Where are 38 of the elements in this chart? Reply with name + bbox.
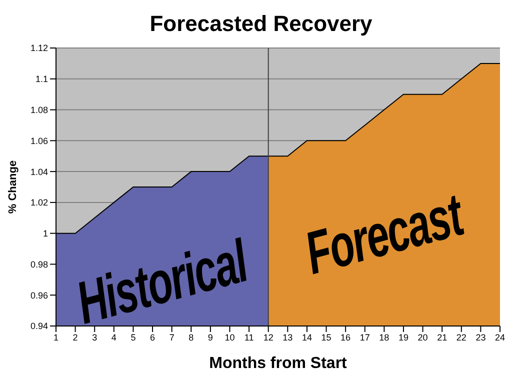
x-tick-label: 15	[321, 332, 332, 342]
y-tick-label: 1	[42, 228, 48, 239]
y-tick-label: 1.08	[30, 104, 48, 115]
x-tick-label: 8	[188, 332, 194, 342]
y-axis-title: % Change	[6, 160, 19, 214]
x-tick-label: 14	[302, 332, 312, 342]
y-tick-label: 1.06	[30, 136, 48, 146]
x-tick-label: 10	[224, 332, 235, 342]
x-tick-label: 24	[494, 332, 506, 342]
series-label: Forecast	[298, 182, 470, 288]
y-tick-label: 1.04	[30, 166, 48, 177]
x-tick-label: 9	[208, 332, 213, 342]
x-tick-label: 1	[53, 332, 59, 342]
x-tick-label: 19	[398, 332, 408, 342]
x-tick-label: 18	[379, 332, 390, 342]
x-tick-label: 16	[340, 332, 351, 342]
x-tick-label: 21	[437, 332, 448, 342]
x-tick-label: 12	[263, 332, 274, 342]
x-tick-label: 17	[360, 332, 370, 342]
y-tick-label: 0.96	[30, 290, 48, 300]
x-tick-label: 23	[476, 332, 486, 342]
x-tick-label: 3	[92, 332, 98, 342]
x-tick-label: 22	[456, 332, 466, 342]
x-tick-label: 4	[111, 332, 116, 342]
x-tick-label: 7	[169, 332, 174, 342]
y-tick-label: 0.98	[30, 259, 48, 270]
x-axis-title: Months from Start	[209, 355, 348, 372]
x-tick-label: 11	[244, 332, 254, 342]
y-tick-label: 0.94	[30, 321, 48, 332]
x-tick-label: 5	[130, 332, 136, 342]
x-tick-label: 2	[72, 332, 78, 342]
x-tick-label: 6	[150, 332, 156, 342]
y-tick-label: 1.02	[30, 198, 48, 208]
y-tick-label: 1.12	[30, 43, 48, 54]
y-tick-label: 1.1	[35, 74, 48, 84]
x-tick-label: 20	[418, 332, 428, 342]
chart-title: Forecasted Recovery	[148, 10, 374, 38]
x-tick-label: 13	[282, 332, 293, 342]
